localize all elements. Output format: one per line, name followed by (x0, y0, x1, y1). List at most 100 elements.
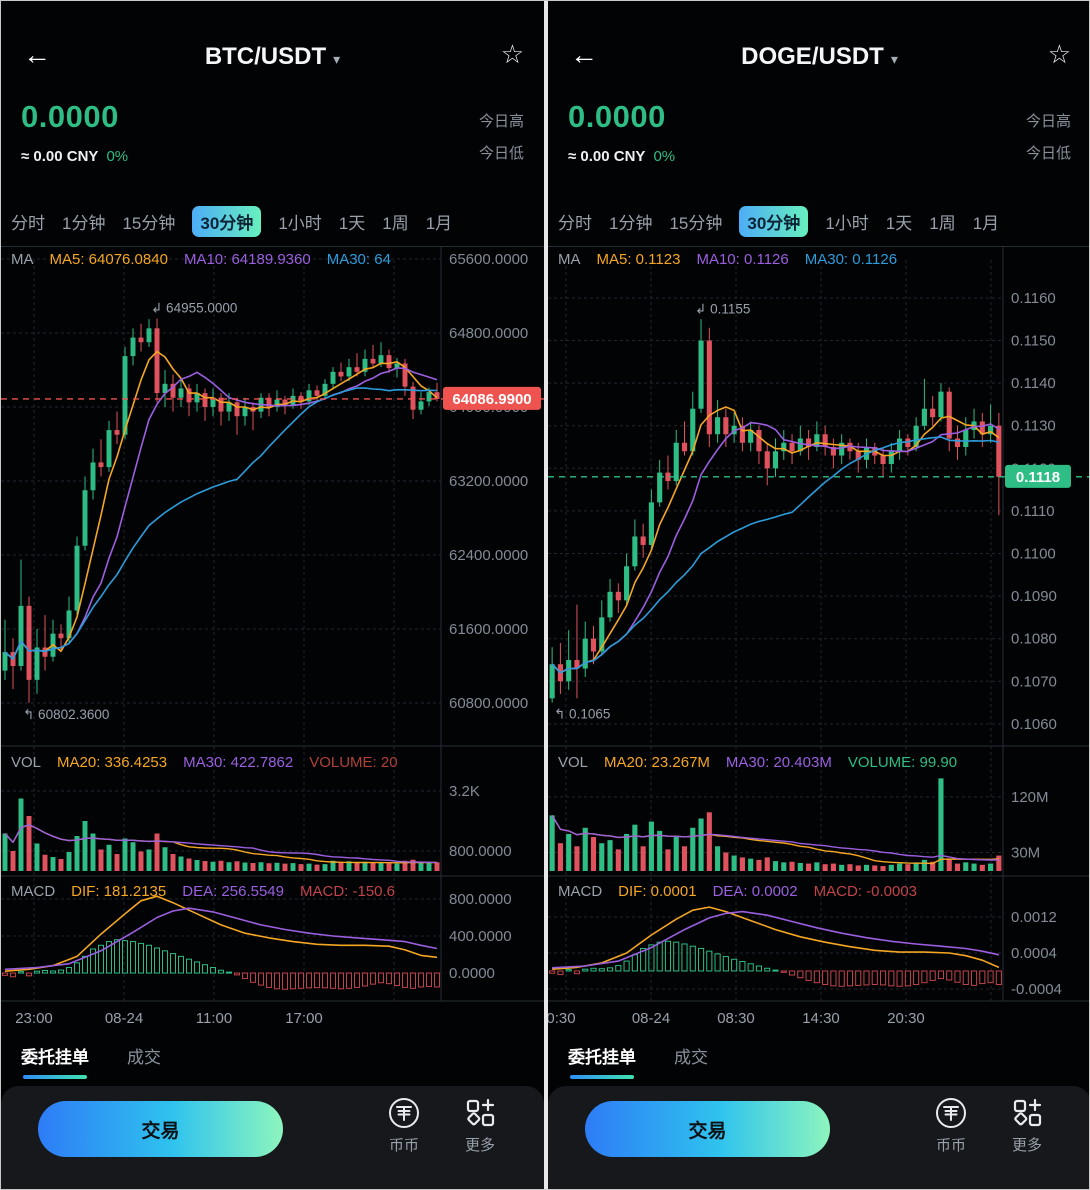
more-grid-icon (447, 1094, 513, 1132)
vol-legend: VOL MA20: 23.267M MA30: 20.403M VOLUME: … (558, 754, 1089, 771)
today-high-label: 今日高 (1025, 113, 1071, 130)
svg-text:↲ 0.1155: ↲ 0.1155 (695, 301, 750, 316)
svg-text:0.0004: 0.0004 (1011, 945, 1057, 962)
svg-text:65600.0000: 65600.0000 (449, 251, 528, 268)
more-button[interactable]: 更多 (447, 1094, 513, 1155)
svg-text:64086.9900: 64086.9900 (452, 391, 531, 408)
svg-text:0.1060: 0.1060 (1011, 716, 1057, 733)
timeframe-tab-4[interactable]: 30分钟 (739, 205, 809, 237)
tab-open-orders-label: 委托挂单 (21, 1048, 89, 1067)
kline-chart[interactable]: 65600.000064800.000064000.000063200.0000… (1, 246, 544, 1036)
tab-deals-label: 成交 (127, 1048, 161, 1067)
tab-open-orders-label: 委托挂单 (568, 1048, 636, 1067)
timeframe-tab-6[interactable]: 1天 (885, 213, 913, 233)
tab-deals[interactable]: 成交 (127, 1043, 161, 1079)
timeframe-tab-5[interactable]: 1小时 (825, 213, 869, 233)
svg-text:14:30: 14:30 (802, 1010, 840, 1027)
ma10-value: MA10: 64189.9360 (183, 251, 311, 268)
vol-legend: VOL MA20: 336.4253 MA30: 422.7862 VOLUME… (11, 754, 542, 771)
today-high-low: 今日高 今日低 (479, 106, 524, 170)
spot-label: 币币 (388, 1137, 419, 1154)
dea-value: DEA: 256.5549 (182, 883, 284, 900)
vol-label: VOL (558, 754, 589, 771)
timeframe-tab-1[interactable]: 分时 (558, 213, 592, 233)
svg-text:17:00: 17:00 (285, 1010, 323, 1027)
svg-text:20:30: 20:30 (887, 1010, 925, 1027)
ma10-value: MA10: 0.1126 (696, 251, 789, 268)
pair-selector[interactable]: DOGE/USDT ▾ (548, 43, 1089, 71)
timeframe-tab-2[interactable]: 1分钟 (62, 213, 106, 233)
more-button[interactable]: 更多 (994, 1094, 1060, 1155)
timeframe-tab-8[interactable]: 1月 (425, 213, 453, 233)
kline-chart[interactable]: 0.11600.11500.11400.11300.11200.11100.11… (548, 246, 1090, 1036)
pair-selector[interactable]: BTC/USDT ▾ (1, 43, 544, 71)
macd-label: MACD (558, 883, 603, 900)
svg-text:3.2K: 3.2K (449, 783, 480, 800)
back-button[interactable]: ← (23, 39, 51, 70)
timeframe-tab-8[interactable]: 1月 (972, 213, 1000, 233)
timeframe-tab-1[interactable]: 分时 (11, 213, 45, 233)
order-tabs: 委托挂单 成交 (568, 1043, 708, 1079)
tab-open-orders[interactable]: 委托挂单 (568, 1043, 636, 1079)
svg-text:08-24: 08-24 (105, 1010, 143, 1027)
trade-button[interactable]: 交易 (585, 1101, 830, 1157)
tab-deals[interactable]: 成交 (674, 1043, 708, 1079)
timeframe-tab-4[interactable]: 30分钟 (192, 205, 262, 237)
favorite-star-icon[interactable]: ☆ (500, 39, 524, 69)
timeframe-tab-7[interactable]: 1周 (382, 213, 409, 233)
svg-text:63200.0000: 63200.0000 (449, 473, 528, 490)
vol-ma30-value: MA30: 422.7862 (183, 754, 294, 771)
svg-text:11:00: 11:00 (196, 1010, 232, 1027)
svg-text:08:30: 08:30 (717, 1010, 755, 1027)
timeframe-tab-5[interactable]: 1小时 (278, 213, 322, 233)
change-percent: 0% (653, 148, 676, 165)
svg-text:↲ 64955.0000: ↲ 64955.0000 (151, 301, 237, 316)
chevron-down-icon: ▾ (890, 51, 898, 67)
timeframe-tab-2[interactable]: 1分钟 (609, 213, 653, 233)
svg-text:0.1140: 0.1140 (1011, 375, 1056, 392)
svg-text:61600.0000: 61600.0000 (449, 621, 528, 638)
svg-text:0.1130: 0.1130 (1011, 418, 1056, 435)
kline-chart-canvas[interactable]: 0.11600.11500.11400.11300.11200.11100.11… (548, 246, 1090, 1036)
macd-value: MACD: -0.0003 (813, 883, 917, 900)
tab-deals-label: 成交 (674, 1048, 708, 1067)
today-low-label: 今日低 (478, 145, 524, 162)
trade-button[interactable]: 交易 (38, 1101, 283, 1157)
favorite-star-icon[interactable]: ☆ (1047, 39, 1071, 69)
svg-text:↰ 60802.3600: ↰ 60802.3600 (23, 707, 109, 722)
vol-ma20-value: MA20: 23.267M (604, 754, 710, 771)
svg-text:0.1118: 0.1118 (1016, 469, 1060, 486)
more-label: 更多 (464, 1137, 495, 1154)
timeframe-tabs: 分时 1分钟 15分钟 30分钟 1小时 1天 1周 1月 (11, 203, 544, 239)
ma5-value: MA5: 64076.0840 (49, 251, 168, 268)
svg-text:30M: 30M (1011, 845, 1040, 862)
panel-divider (544, 1, 548, 1189)
macd-value: MACD: -150.6 (299, 883, 396, 900)
timeframe-tab-3[interactable]: 15分钟 (122, 213, 176, 233)
dea-value: DEA: 0.0002 (712, 883, 798, 900)
timeframe-tab-7[interactable]: 1周 (929, 213, 956, 233)
spot-trade-button[interactable]: 币币 (371, 1094, 437, 1155)
ma-legend: MA MA5: 64076.0840 MA10: 64189.9360 MA30… (11, 251, 542, 268)
spot-trade-button[interactable]: 币币 (918, 1094, 984, 1155)
header: ← DOGE/USDT ▾ ☆ (548, 39, 1089, 87)
timeframe-tab-6[interactable]: 1天 (338, 213, 366, 233)
active-tab-underline (23, 1075, 87, 1079)
tab-open-orders[interactable]: 委托挂单 (21, 1043, 89, 1079)
ma30-value: MA30: 64 (326, 251, 391, 268)
svg-text:0.0012: 0.0012 (1011, 909, 1057, 926)
macd-legend: MACD DIF: 181.2135 DEA: 256.5549 MACD: -… (11, 883, 542, 900)
back-button[interactable]: ← (570, 39, 598, 70)
vol-ma20-value: MA20: 336.4253 (57, 754, 168, 771)
timeframe-tab-3[interactable]: 15分钟 (669, 213, 723, 233)
more-label: 更多 (1011, 1137, 1042, 1154)
svg-text:0.1150: 0.1150 (1011, 333, 1056, 350)
today-high-label: 今日高 (478, 113, 524, 130)
bottom-bar: 交易 币币 (548, 1086, 1089, 1189)
svg-text:62400.0000: 62400.0000 (449, 547, 528, 564)
change-percent: 0% (106, 148, 129, 165)
spot-label: 币币 (935, 1137, 966, 1154)
kline-chart-canvas[interactable]: 65600.000064800.000064000.000063200.0000… (1, 246, 544, 1036)
ma-legend: MA MA5: 0.1123 MA10: 0.1126 MA30: 0.1126 (558, 251, 1089, 268)
